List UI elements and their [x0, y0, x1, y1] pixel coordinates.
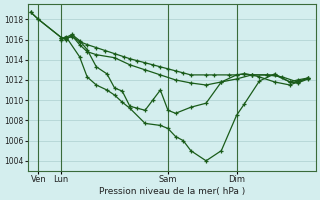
- X-axis label: Pression niveau de la mer( hPa ): Pression niveau de la mer( hPa ): [99, 187, 245, 196]
